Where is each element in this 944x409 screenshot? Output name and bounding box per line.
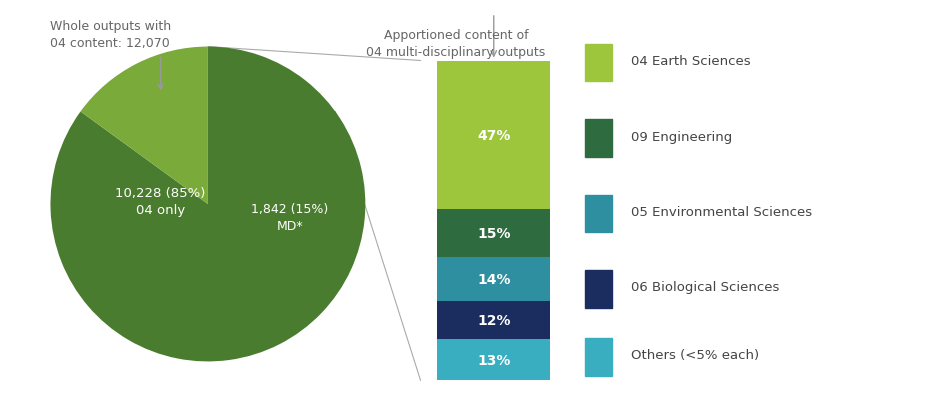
Bar	[437, 301, 549, 339]
Text: 13%: 13%	[477, 353, 510, 367]
Text: 09 Engineering: 09 Engineering	[631, 130, 732, 143]
Bar	[584, 338, 611, 376]
Bar	[584, 195, 611, 233]
Bar	[437, 61, 549, 210]
Wedge shape	[50, 47, 365, 362]
Text: Apportioned content of
04 multi-disciplinary outputs: Apportioned content of 04 multi-discipli…	[366, 29, 545, 58]
Bar	[437, 339, 549, 380]
Bar	[584, 45, 611, 82]
Bar	[584, 120, 611, 157]
Text: 06 Biological Sciences: 06 Biological Sciences	[631, 281, 779, 294]
Bar	[584, 270, 611, 308]
Text: Others (<5% each): Others (<5% each)	[631, 348, 759, 362]
Text: 1,842 (15%)
MD*: 1,842 (15%) MD*	[251, 202, 329, 232]
Text: 12%: 12%	[477, 313, 510, 327]
Text: Whole outputs with
04 content: 12,070: Whole outputs with 04 content: 12,070	[50, 20, 172, 50]
Text: 15%: 15%	[477, 227, 510, 240]
Bar	[437, 210, 549, 257]
Text: 05 Environmental Sciences: 05 Environmental Sciences	[631, 206, 812, 218]
Wedge shape	[80, 47, 208, 204]
Text: 47%: 47%	[477, 128, 510, 143]
Text: 04 Earth Sciences: 04 Earth Sciences	[631, 55, 750, 68]
Text: 10,228 (85%)
04 only: 10,228 (85%) 04 only	[115, 187, 206, 216]
Bar	[437, 257, 549, 301]
Text: 14%: 14%	[477, 272, 510, 286]
